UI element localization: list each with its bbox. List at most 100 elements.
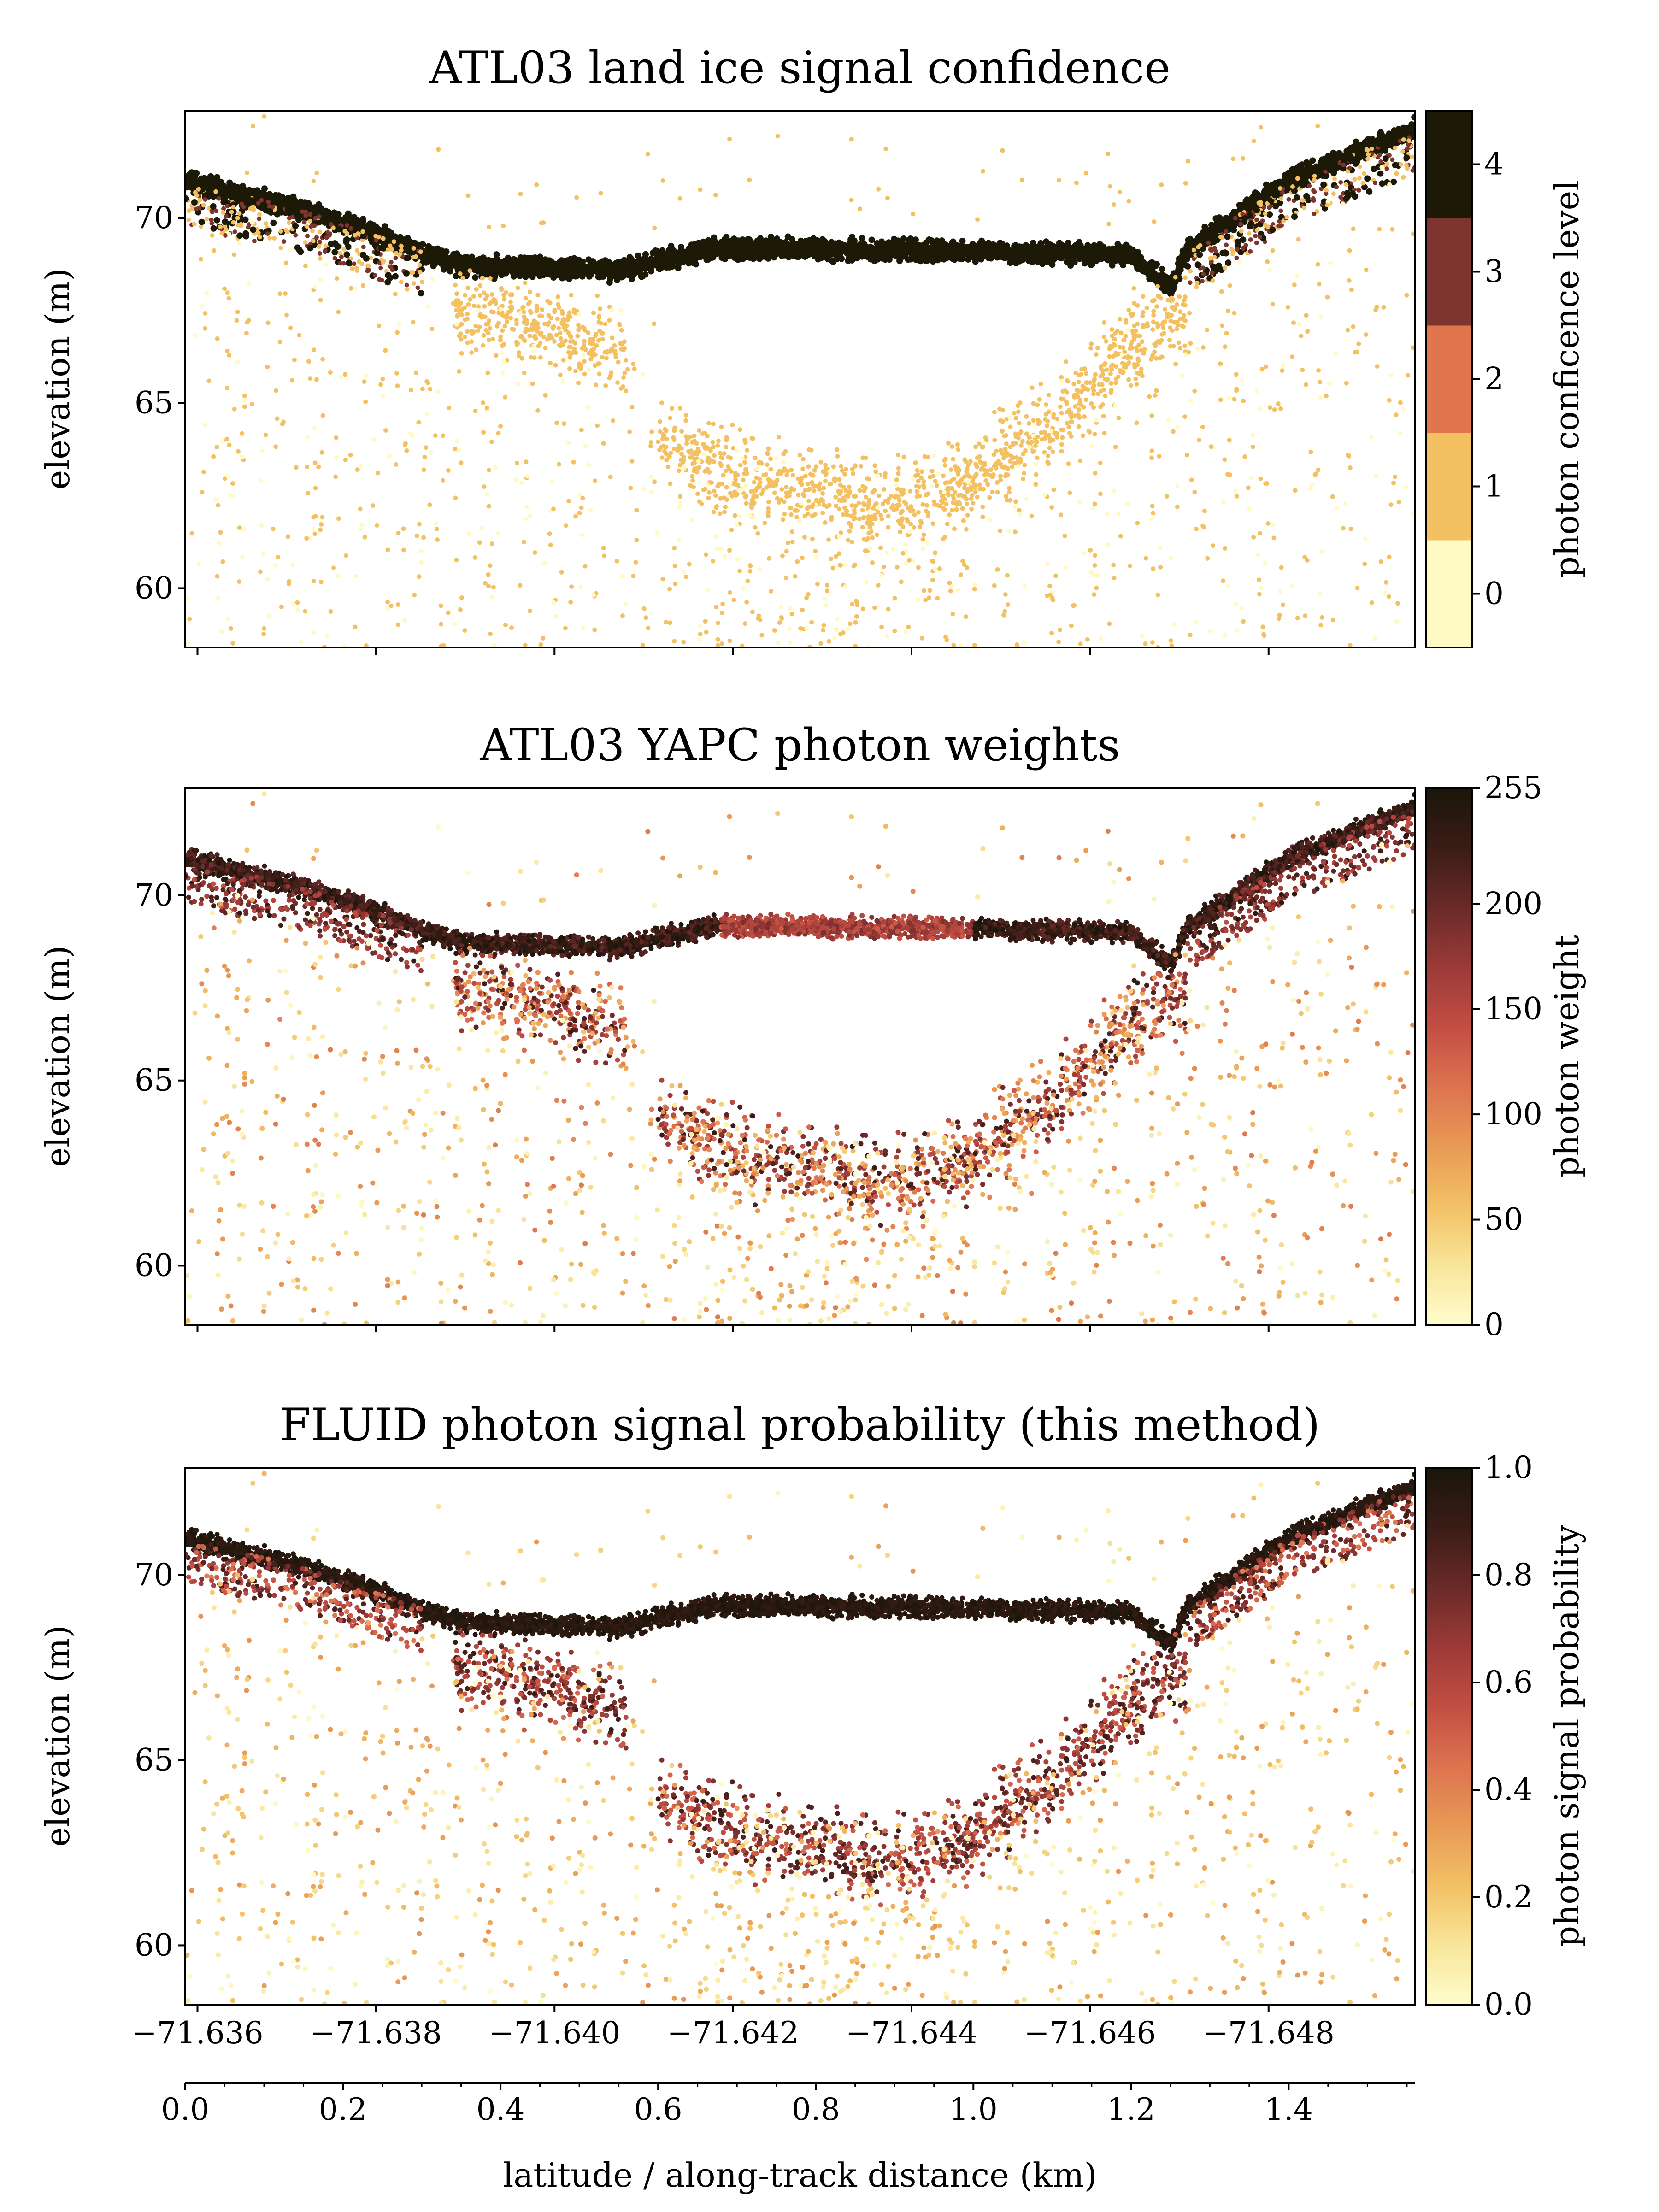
photon-point bbox=[308, 218, 313, 224]
photon-point bbox=[399, 244, 404, 249]
photon-point bbox=[256, 200, 261, 206]
photon-point bbox=[1137, 254, 1144, 261]
photon-point bbox=[1364, 147, 1369, 152]
photon-point bbox=[257, 212, 262, 217]
photon-point bbox=[323, 243, 328, 248]
photon-point bbox=[536, 253, 543, 260]
photon-point bbox=[318, 229, 323, 235]
photon-point bbox=[274, 211, 281, 218]
photon-point bbox=[488, 268, 495, 275]
photon-point bbox=[385, 247, 390, 253]
photon-point bbox=[1291, 213, 1298, 220]
photon-point bbox=[282, 200, 289, 206]
photon-point bbox=[828, 257, 835, 264]
photon-point bbox=[394, 251, 399, 256]
photon-point bbox=[1120, 262, 1127, 269]
photon-point bbox=[1093, 258, 1100, 265]
photon-point bbox=[1114, 241, 1121, 247]
photon-point bbox=[237, 211, 242, 216]
photon-point bbox=[485, 257, 492, 264]
photon-point bbox=[895, 237, 901, 244]
photon-point bbox=[1324, 191, 1329, 196]
photon-point bbox=[1347, 165, 1352, 171]
photon-point bbox=[730, 446, 735, 451]
photon-point bbox=[1241, 246, 1246, 251]
photon-point bbox=[1109, 262, 1116, 269]
panel-confidence: ATL03 land ice signal confidence 606570 … bbox=[38, 42, 1586, 655]
photon-point bbox=[849, 540, 854, 545]
photon-point bbox=[266, 200, 271, 205]
photon-point bbox=[232, 229, 237, 234]
photon-point bbox=[1200, 265, 1206, 271]
photon-point bbox=[1194, 280, 1200, 285]
photon-point bbox=[565, 266, 571, 273]
photon-point bbox=[997, 240, 1004, 247]
photon-point bbox=[393, 255, 398, 260]
photon-point bbox=[1216, 226, 1223, 233]
photon-point bbox=[1094, 248, 1100, 255]
photon-point bbox=[1238, 222, 1243, 227]
photon-point bbox=[525, 260, 532, 267]
photon-point bbox=[213, 217, 220, 224]
photon-point bbox=[413, 254, 418, 259]
photon-point bbox=[188, 184, 195, 191]
photon-point bbox=[1224, 233, 1231, 240]
photon-point bbox=[209, 218, 214, 222]
photon-point bbox=[201, 203, 206, 208]
photon-point bbox=[1309, 157, 1316, 164]
photon-point bbox=[392, 273, 399, 280]
photon-point bbox=[1127, 247, 1134, 253]
photon-point bbox=[279, 194, 286, 200]
photon-point bbox=[1061, 252, 1068, 259]
photon-point bbox=[612, 343, 617, 348]
photon-point bbox=[263, 221, 268, 226]
photon-point bbox=[820, 252, 827, 259]
photon-point bbox=[721, 238, 728, 245]
photon-point bbox=[323, 249, 328, 254]
photon-point bbox=[813, 237, 820, 244]
photon-point bbox=[633, 261, 640, 268]
photon-point bbox=[868, 236, 875, 243]
photon-point bbox=[560, 261, 567, 268]
photon-point bbox=[385, 233, 392, 240]
photon-point bbox=[674, 257, 681, 264]
photon-point bbox=[642, 262, 649, 269]
photon-point bbox=[261, 185, 268, 192]
photon-point bbox=[493, 268, 500, 275]
photon-point bbox=[695, 250, 702, 257]
photon-point bbox=[246, 225, 251, 230]
photon-point bbox=[1332, 155, 1339, 162]
photon-point bbox=[1327, 157, 1334, 164]
photon-point bbox=[317, 214, 322, 219]
photon-point bbox=[1347, 156, 1354, 163]
photon-point bbox=[1103, 250, 1110, 257]
photon-point bbox=[278, 246, 283, 250]
photon-point bbox=[747, 240, 754, 247]
photon-point bbox=[765, 243, 772, 250]
photon-point bbox=[1312, 189, 1317, 194]
photon-point bbox=[388, 243, 393, 248]
photon-point bbox=[713, 246, 720, 253]
photon-point bbox=[712, 238, 719, 245]
photon-point bbox=[1318, 165, 1325, 171]
photon-point bbox=[1243, 243, 1248, 248]
photon-point bbox=[664, 263, 671, 270]
photon-point bbox=[316, 206, 323, 213]
photon-point bbox=[1267, 205, 1271, 210]
photon-point bbox=[368, 256, 373, 261]
photon-point bbox=[1150, 269, 1157, 276]
photon-point bbox=[335, 226, 342, 233]
photon-point bbox=[1393, 145, 1398, 150]
photon-point bbox=[796, 246, 803, 253]
photon-point bbox=[345, 223, 349, 228]
photon-point bbox=[961, 518, 966, 523]
photon-point bbox=[270, 204, 275, 209]
photon-point bbox=[941, 256, 947, 263]
photon-point bbox=[1263, 211, 1268, 216]
photon-point bbox=[930, 258, 936, 265]
photon-point bbox=[452, 260, 459, 267]
photon-point bbox=[959, 238, 966, 244]
photon-point bbox=[1302, 205, 1307, 210]
photon-point bbox=[204, 191, 211, 198]
